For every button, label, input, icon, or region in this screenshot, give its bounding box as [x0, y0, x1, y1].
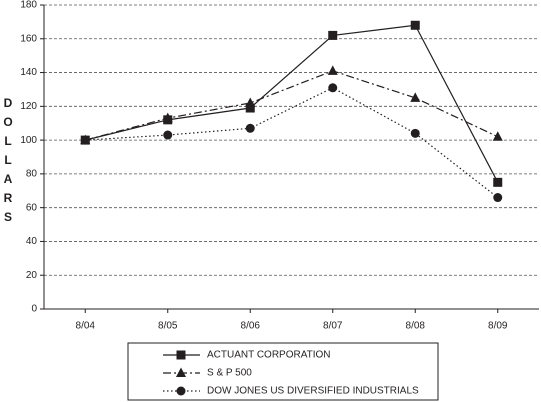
marker	[328, 30, 338, 40]
marker	[493, 193, 503, 203]
x-tick-label: 8/06	[241, 321, 261, 332]
x-tick-label: 8/05	[158, 321, 178, 332]
y-tick-label: 80	[26, 169, 38, 180]
marker	[245, 97, 256, 107]
marker	[245, 123, 255, 133]
y-tick-label: 60	[26, 202, 38, 213]
legend-label: ACTUANT CORPORATION	[207, 350, 331, 361]
y-tick-label: 140	[20, 67, 37, 78]
legend-box	[127, 342, 439, 401]
x-tick-label: 8/07	[323, 321, 343, 332]
y-axis-label: DOLLARS	[1, 96, 15, 229]
marker	[327, 65, 338, 75]
marker	[493, 177, 503, 187]
y-tick-label: 160	[20, 33, 37, 44]
marker	[162, 112, 173, 123]
legend-marker	[176, 367, 186, 377]
series-line	[85, 87, 499, 199]
marker	[328, 83, 338, 93]
x-tick-label: 8/08	[406, 321, 426, 332]
marker	[80, 135, 90, 145]
x-tick-label: 8/04	[76, 321, 96, 332]
y-tick-label: 0	[31, 304, 37, 315]
series-line	[85, 24, 499, 183]
legend-marker	[176, 350, 186, 360]
marker	[163, 130, 173, 140]
legend-marker	[176, 386, 186, 396]
y-tick-label: 40	[26, 236, 38, 247]
series-line	[85, 70, 499, 141]
marker	[410, 128, 420, 138]
y-tick-label: 20	[26, 270, 38, 281]
marker	[492, 131, 503, 141]
y-tick-label: 100	[20, 135, 37, 146]
legend-label: DOW JONES US DIVERSIFIED INDUSTRIALS	[207, 386, 419, 397]
legend-label: S & P 500	[207, 368, 252, 379]
marker	[410, 92, 421, 102]
x-tick-label: 8/09	[488, 321, 508, 332]
marker	[245, 103, 255, 113]
y-tick-label: 180	[20, 0, 37, 11]
marker	[410, 20, 420, 30]
y-tick-label: 120	[20, 101, 37, 112]
